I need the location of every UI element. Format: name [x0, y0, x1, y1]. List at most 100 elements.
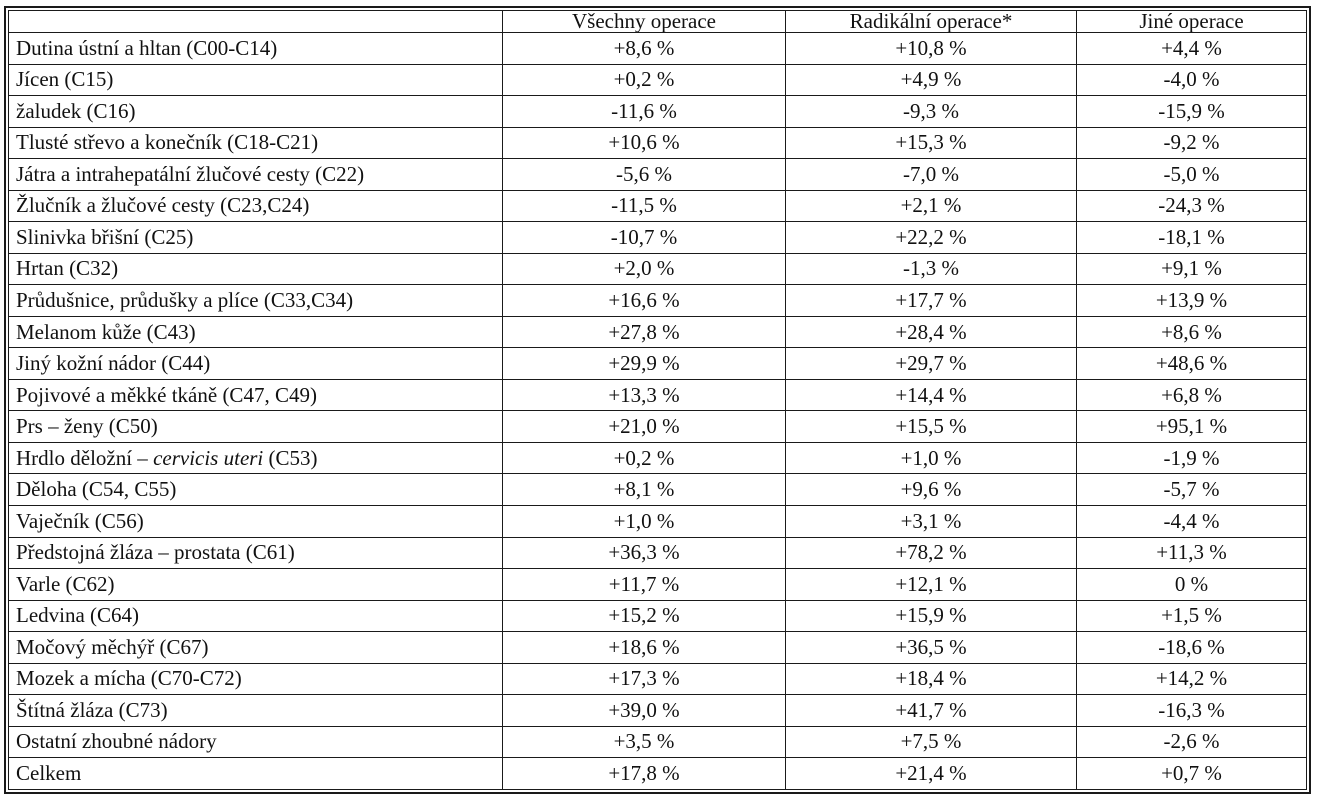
table-frame: Všechny operace Radikální operace* Jiné … — [4, 6, 1311, 794]
header-row: Všechny operace Radikální operace* Jiné … — [8, 10, 1307, 33]
row-label-suffix: (C53) — [263, 445, 318, 470]
value-all-operations: +36,3 % — [502, 536, 786, 570]
value-all-operations: +8,6 % — [502, 32, 786, 65]
value-other-operations: +6,8 % — [1076, 378, 1307, 412]
table-row: Hrdlo děložní – cervicis uteri (C53) +0,2… — [8, 441, 1307, 475]
row-label: Močový měchýř (C67) — [8, 631, 503, 664]
table-row: Prs – ženy (C50) +21,0 % +15,5 % +95,1 % — [8, 410, 1307, 443]
row-label: Hrtan (C32) — [8, 252, 503, 286]
value-other-operations: +48,6 % — [1076, 347, 1307, 380]
value-all-operations: -11,5 % — [502, 189, 786, 223]
table-row: Jiný kožní nádor (C44) +29,9 % +29,7 % +48,… — [8, 347, 1307, 380]
value-other-operations: -5,0 % — [1076, 158, 1307, 191]
value-radical-operations: +36,5 % — [785, 631, 1077, 664]
table-row: Varle (C62) +11,7 % +12,1 % 0 % — [8, 568, 1307, 601]
value-radical-operations: +1,0 % — [785, 441, 1077, 475]
value-radical-operations: -1,3 % — [785, 252, 1077, 286]
table-row: Močový měchýř (C67) +18,6 % +36,5 % -18,6 % — [8, 631, 1307, 664]
header-radical-operations: Radikální operace* — [785, 10, 1077, 33]
value-radical-operations: +15,3 % — [785, 126, 1077, 160]
row-label: Jiný kožní nádor (C44) — [8, 347, 503, 380]
value-radical-operations: +9,6 % — [785, 473, 1077, 506]
value-other-operations: +11,3 % — [1076, 536, 1307, 570]
table-row: Průdušnice, průdušky a plíce (C33,C34) +1… — [8, 284, 1307, 317]
value-other-operations: -1,9 % — [1076, 441, 1307, 475]
header-other-operations: Jiné operace — [1076, 10, 1307, 33]
row-label: Štítná žláza (C73) — [8, 694, 503, 727]
value-all-operations: +8,1 % — [502, 473, 786, 506]
value-radical-operations: +28,4 % — [785, 315, 1077, 349]
table-row: Děloha (C54, C55) +8,1 % +9,6 % -5,7 % — [8, 473, 1307, 506]
row-label: Vaječník (C56) — [8, 504, 503, 538]
value-other-operations: -15,9 % — [1076, 95, 1307, 128]
value-other-operations: -2,6 % — [1076, 725, 1307, 759]
value-radical-operations: -7,0 % — [785, 158, 1077, 191]
value-radical-operations: +22,2 % — [785, 221, 1077, 254]
row-label: Prs – ženy (C50) — [8, 410, 503, 443]
value-all-operations: +17,3 % — [502, 662, 786, 696]
value-radical-operations: +15,9 % — [785, 599, 1077, 633]
value-other-operations: +95,1 % — [1076, 410, 1307, 443]
value-radical-operations: +3,1 % — [785, 504, 1077, 538]
value-other-operations: -24,3 % — [1076, 189, 1307, 223]
value-other-operations: -18,1 % — [1076, 221, 1307, 254]
row-label: Předstojná žláza – prostata (C61) — [8, 536, 503, 570]
header-all-operations: Všechny operace — [502, 10, 786, 33]
table-row: Celkem +17,8 % +21,4 % +0,7 % — [8, 757, 1307, 790]
value-all-operations: -11,6 % — [502, 95, 786, 128]
table-row: Vaječník (C56) +1,0 % +3,1 % -4,4 % — [8, 504, 1307, 538]
table-row: Dutina ústní a hltan (C00-C14) +8,6 % +10,… — [8, 32, 1307, 65]
row-label: Slinivka břišní (C25) — [8, 221, 503, 254]
value-all-operations: +10,6 % — [502, 126, 786, 160]
data-table: Všechny operace Radikální operace* Jiné … — [8, 10, 1307, 790]
value-all-operations: +1,0 % — [502, 504, 786, 538]
value-radical-operations: +10,8 % — [785, 32, 1077, 65]
value-all-operations: +27,8 % — [502, 315, 786, 349]
row-label: Mozek a mícha (C70-C72) — [8, 662, 503, 696]
value-radical-operations: +14,4 % — [785, 378, 1077, 412]
row-label: Hrdlo děložní – cervicis uteri (C53) — [8, 441, 503, 475]
value-all-operations: +21,0 % — [502, 410, 786, 443]
value-all-operations: +11,7 % — [502, 568, 786, 601]
row-label-prefix: Hrdlo děložní – — [16, 445, 154, 470]
row-label: Tlusté střevo a konečník (C18-C21) — [8, 126, 503, 160]
row-label: Ledvina (C64) — [8, 599, 503, 633]
value-other-operations: +1,5 % — [1076, 599, 1307, 633]
value-other-operations: 0 % — [1076, 568, 1307, 601]
table-row: žaludek (C16) -11,6 % -9,3 % -15,9 % — [8, 95, 1307, 128]
value-other-operations: +9,1 % — [1076, 252, 1307, 286]
value-all-operations: +15,2 % — [502, 599, 786, 633]
value-all-operations: +18,6 % — [502, 631, 786, 664]
value-all-operations: +3,5 % — [502, 725, 786, 759]
row-label: Dutina ústní a hltan (C00-C14) — [8, 32, 503, 65]
row-label: Varle (C62) — [8, 568, 503, 601]
value-radical-operations: -9,3 % — [785, 95, 1077, 128]
row-label: žaludek (C16) — [8, 95, 503, 128]
value-other-operations: -4,4 % — [1076, 504, 1307, 538]
table-row: Mozek a mícha (C70-C72) +17,3 % +18,4 % +14… — [8, 662, 1307, 696]
value-all-operations: -5,6 % — [502, 158, 786, 191]
row-label-latin-term: cervicis uteri — [153, 445, 264, 470]
table-row: Ostatní zhoubné nádory +3,5 % +7,5 % -2,6 % — [8, 725, 1307, 759]
table-row: Jícen (C15) +0,2 % +4,9 % -4,0 % — [8, 63, 1307, 97]
row-label: Pojivové a měkké tkáně (C47, C49) — [8, 378, 503, 412]
row-label: Celkem — [8, 757, 503, 790]
row-label: Melanom kůže (C43) — [8, 315, 503, 349]
value-other-operations: +8,6 % — [1076, 315, 1307, 349]
value-all-operations: +29,9 % — [502, 347, 786, 380]
value-radical-operations: +41,7 % — [785, 694, 1077, 727]
value-other-operations: -9,2 % — [1076, 126, 1307, 160]
value-radical-operations: +7,5 % — [785, 725, 1077, 759]
value-other-operations: +4,4 % — [1076, 32, 1307, 65]
value-radical-operations: +15,5 % — [785, 410, 1077, 443]
value-other-operations: +14,2 % — [1076, 662, 1307, 696]
value-all-operations: +16,6 % — [502, 284, 786, 317]
value-radical-operations: +21,4 % — [785, 757, 1077, 790]
table-row: Pojivové a měkké tkáně (C47, C49) +13,3 %… — [8, 378, 1307, 412]
value-all-operations: +0,2 % — [502, 63, 786, 97]
value-radical-operations: +18,4 % — [785, 662, 1077, 696]
value-radical-operations: +4,9 % — [785, 63, 1077, 97]
value-all-operations: +13,3 % — [502, 378, 786, 412]
value-radical-operations: +2,1 % — [785, 189, 1077, 223]
table-row: Žlučník a žlučové cesty (C23,C24) -11,5 %… — [8, 189, 1307, 223]
